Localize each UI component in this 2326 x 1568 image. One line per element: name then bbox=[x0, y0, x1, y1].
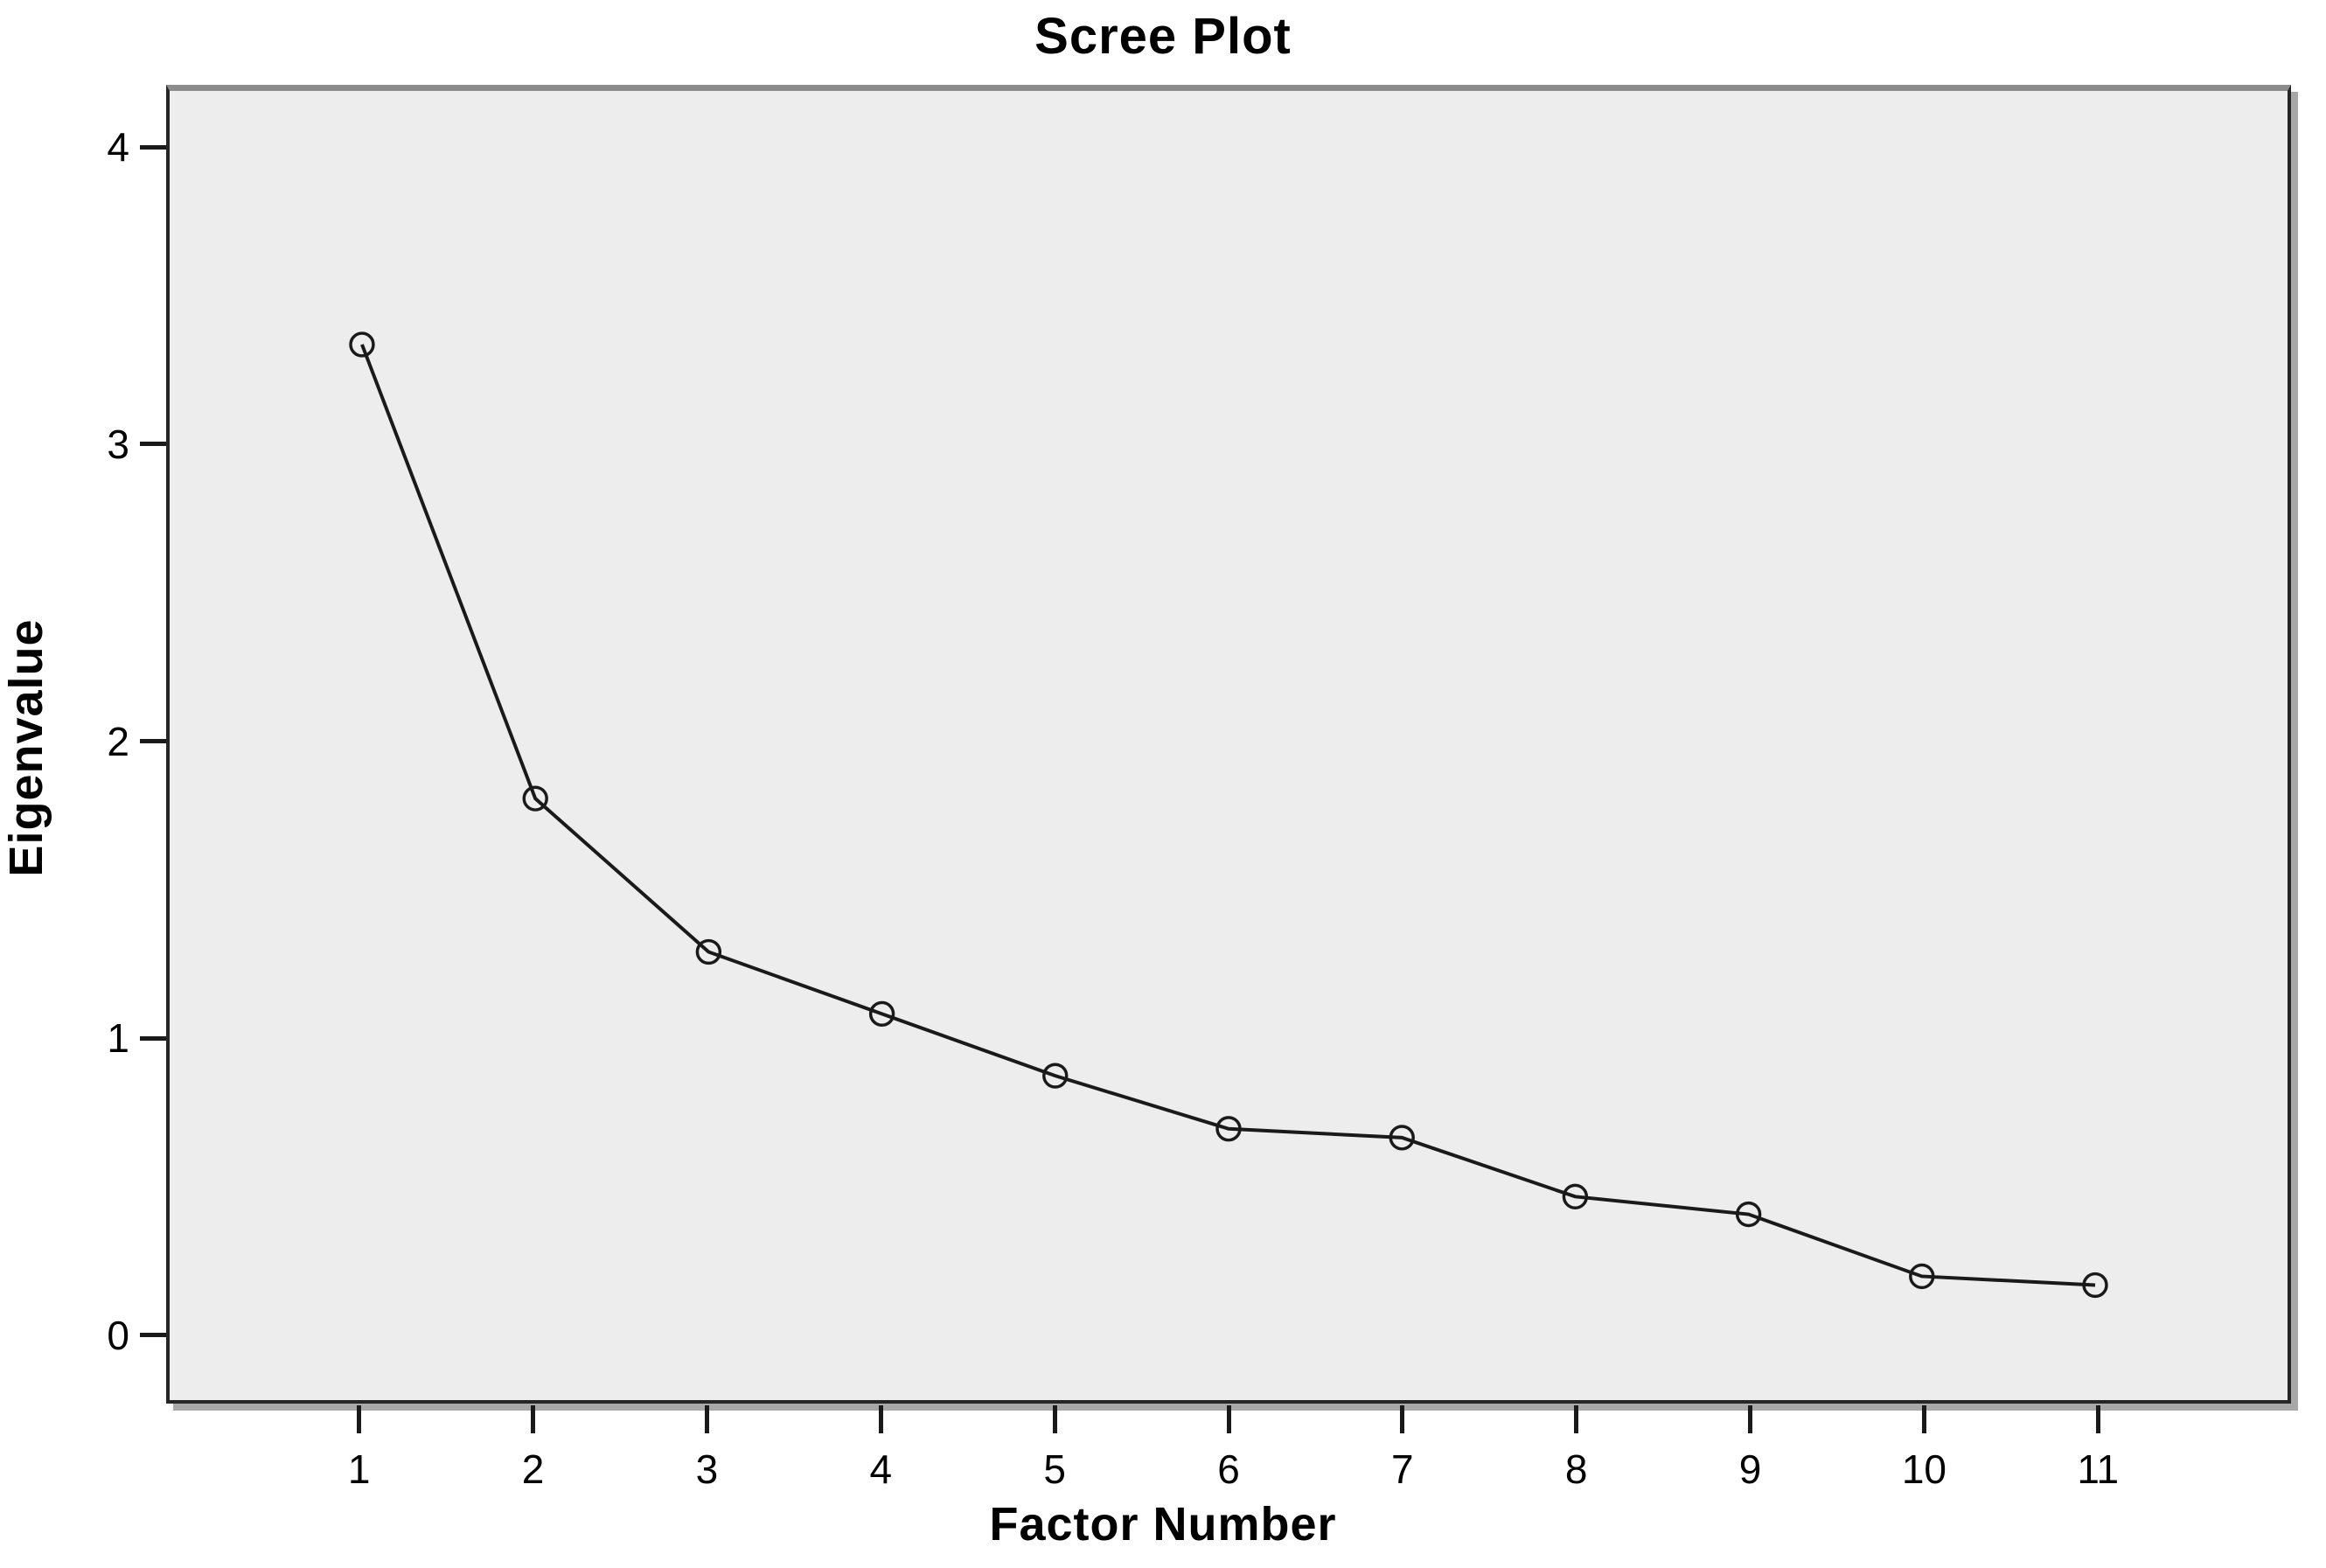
data-point-marker bbox=[1042, 1063, 1069, 1089]
x-tick-label: 7 bbox=[1391, 1446, 1414, 1492]
data-point-marker bbox=[1562, 1183, 1589, 1209]
x-tick bbox=[1921, 1405, 1926, 1433]
data-point-marker bbox=[1735, 1201, 1762, 1228]
y-tick-label: 4 bbox=[107, 124, 129, 171]
y-tick-label: 2 bbox=[107, 718, 129, 764]
x-axis-title: Factor Number bbox=[989, 1498, 1337, 1551]
data-point-marker bbox=[1215, 1116, 1242, 1142]
y-tick bbox=[140, 442, 166, 447]
x-tick-label: 9 bbox=[1738, 1446, 1762, 1492]
x-tick bbox=[1400, 1405, 1405, 1433]
x-tick bbox=[531, 1405, 536, 1433]
data-point-marker bbox=[349, 331, 375, 358]
y-tick-label: 0 bbox=[107, 1312, 129, 1358]
x-tick-label: 4 bbox=[869, 1446, 893, 1492]
y-tick bbox=[140, 1333, 166, 1338]
x-tick-label: 11 bbox=[2077, 1446, 2120, 1492]
x-tick-label: 10 bbox=[1901, 1446, 1946, 1492]
y-tick-label: 3 bbox=[107, 421, 129, 467]
x-tick bbox=[1748, 1405, 1753, 1433]
data-point-marker bbox=[868, 1000, 895, 1027]
x-tick-label: 6 bbox=[1217, 1446, 1240, 1492]
scree-line bbox=[360, 344, 2096, 1287]
plot-area bbox=[166, 85, 2291, 1404]
data-point-marker bbox=[1389, 1125, 1415, 1151]
x-tick bbox=[1574, 1405, 1579, 1433]
x-tick bbox=[357, 1405, 362, 1433]
x-tick-label: 2 bbox=[521, 1446, 545, 1492]
chart-title: Scree Plot bbox=[1034, 8, 1292, 65]
y-tick bbox=[140, 144, 166, 150]
x-tick bbox=[1226, 1405, 1231, 1433]
x-tick-label: 3 bbox=[695, 1446, 719, 1492]
data-point-marker bbox=[522, 785, 548, 812]
scree-line-plot bbox=[349, 331, 2108, 1299]
data-point-marker bbox=[2082, 1272, 2108, 1299]
x-tick bbox=[2095, 1405, 2100, 1433]
data-point-marker bbox=[695, 938, 722, 965]
x-tick-label: 1 bbox=[347, 1446, 371, 1492]
data-point-marker bbox=[1909, 1263, 1935, 1290]
x-tick bbox=[704, 1405, 709, 1433]
y-tick bbox=[140, 739, 166, 744]
y-tick-label: 1 bbox=[107, 1015, 129, 1062]
x-tick bbox=[878, 1405, 883, 1433]
x-tick-label: 8 bbox=[1564, 1446, 1588, 1492]
x-tick bbox=[1052, 1405, 1057, 1433]
y-tick bbox=[140, 1035, 166, 1041]
x-tick-label: 5 bbox=[1043, 1446, 1066, 1492]
